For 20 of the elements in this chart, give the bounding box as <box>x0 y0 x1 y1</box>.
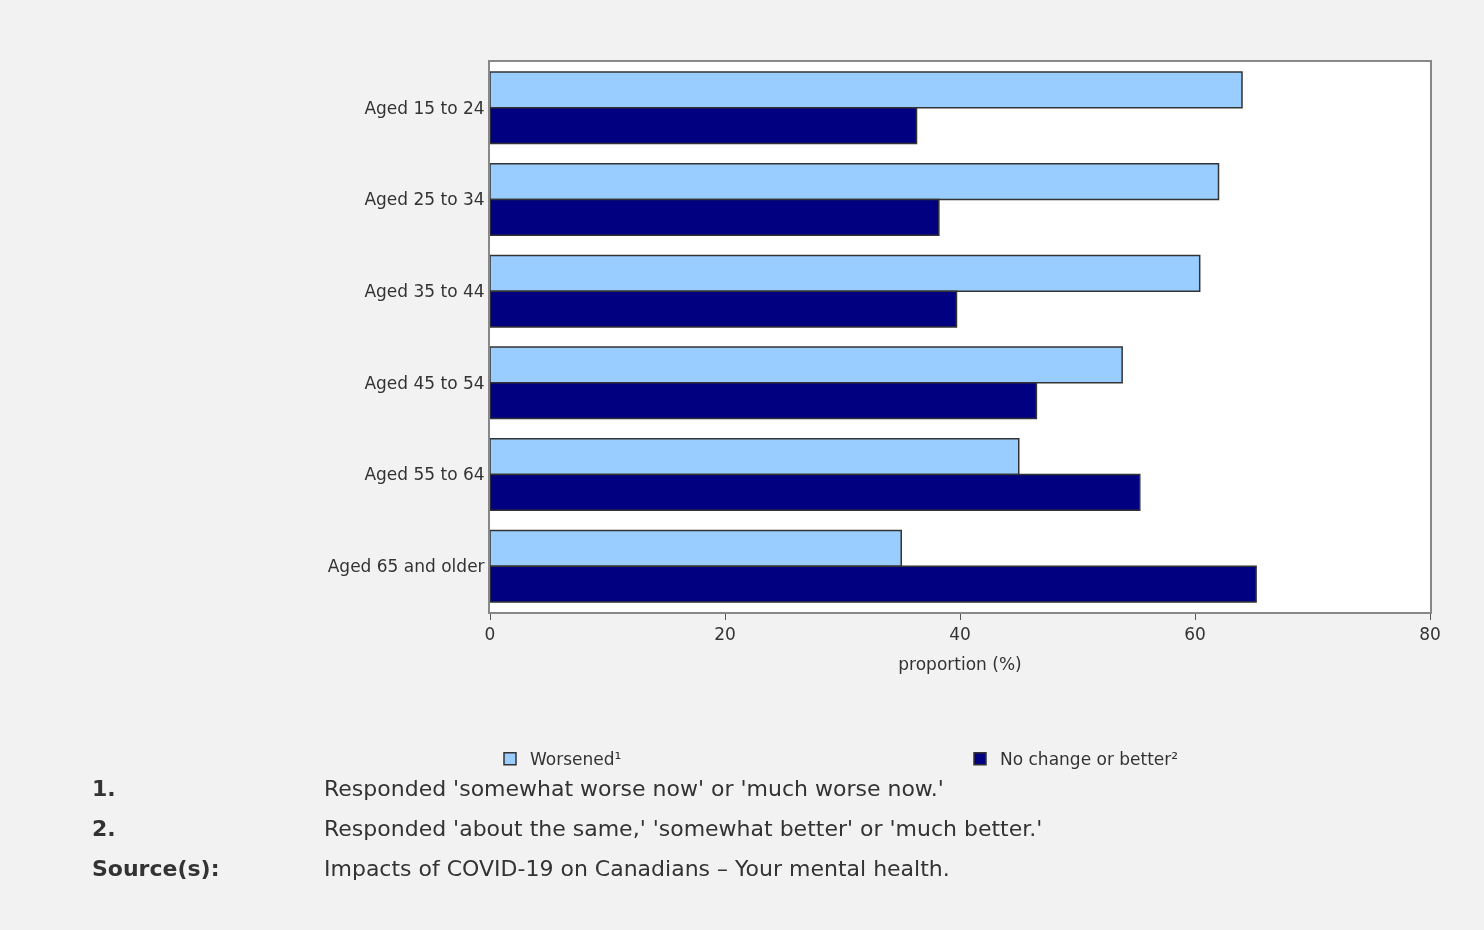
y-tick-label: Aged 45 to 54 <box>364 372 485 393</box>
x-tick-label: 0 <box>484 624 496 645</box>
y-tick-label: Aged 65 and older <box>327 556 485 577</box>
legend-label: Worsened¹ <box>530 749 622 770</box>
text: Responded 'somewhat worse now' or 'much worse now.' <box>324 776 944 801</box>
x-tick-label: 80 <box>1419 624 1441 645</box>
x-tick-label: 20 <box>714 624 736 645</box>
y-tick-label: Aged 25 to 34 <box>364 189 485 210</box>
text: Impacts of COVID-19 on Canadians – Your mental health. <box>324 856 950 881</box>
text: 1. <box>92 776 116 801</box>
text: 2. <box>92 816 116 841</box>
y-tick-label: Aged 55 to 64 <box>364 464 485 485</box>
x-axis-title: proportion (%) <box>898 654 1022 675</box>
y-tick-label: Aged 15 to 24 <box>364 97 485 118</box>
legend-label: No change or better² <box>1000 749 1179 770</box>
text: Responded 'about the same,' 'somewhat better' or 'much better.' <box>324 816 1043 841</box>
x-tick-label: 60 <box>1184 624 1206 645</box>
x-tick-label: 40 <box>949 624 971 645</box>
source-note: Source(s): <box>92 856 220 881</box>
y-tick-label: Aged 35 to 44 <box>364 281 485 302</box>
